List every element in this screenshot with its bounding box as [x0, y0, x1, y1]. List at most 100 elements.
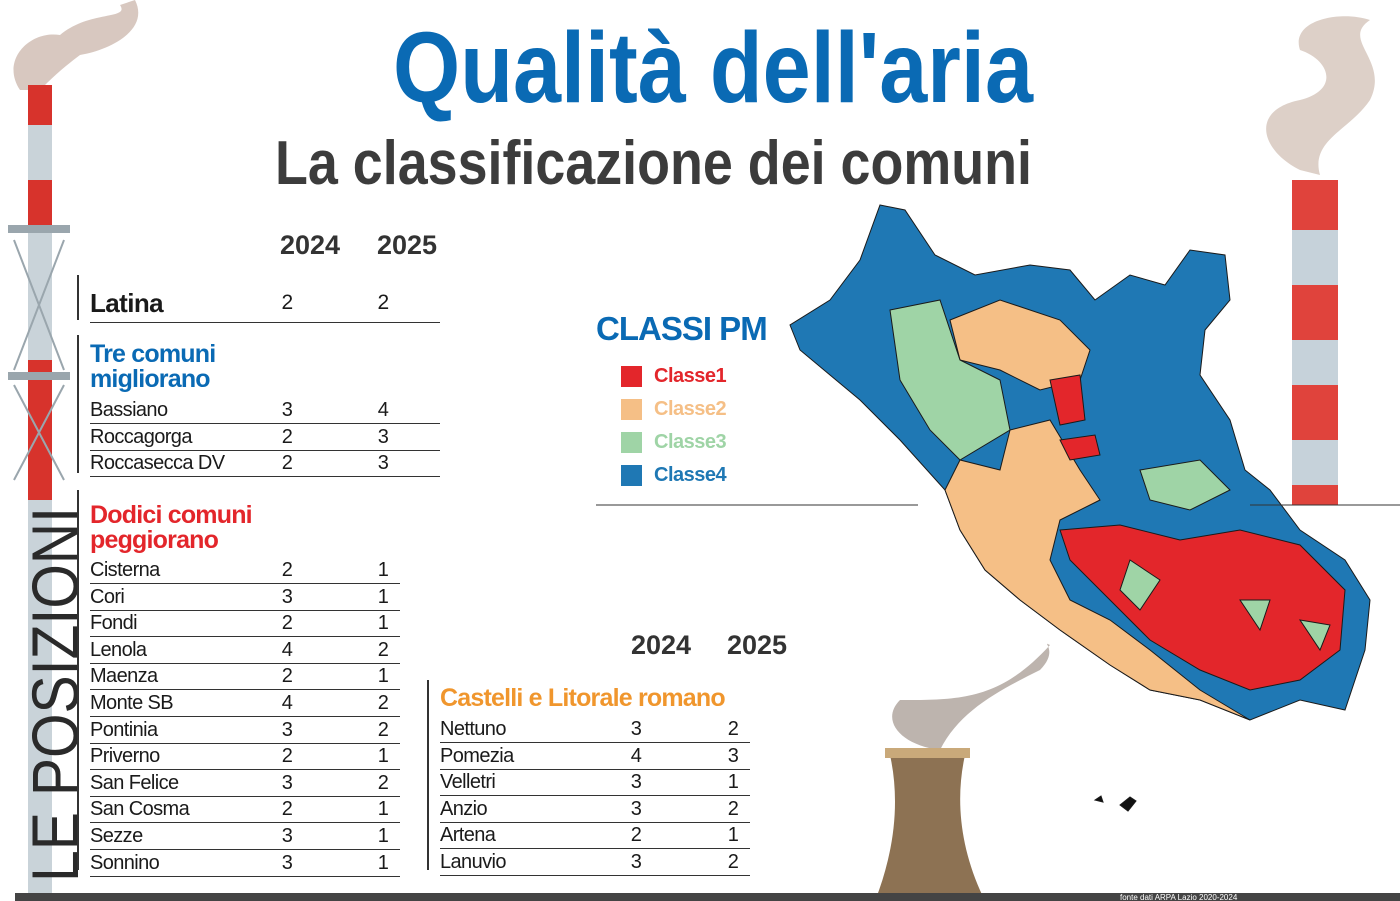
- row-value: 2: [378, 637, 389, 664]
- row-value: 1: [728, 769, 739, 796]
- row-value: 2: [282, 557, 293, 584]
- table-row: Cori 3 1: [90, 584, 400, 611]
- row-value: 1: [378, 850, 389, 877]
- map-islands: [1095, 796, 1136, 811]
- row-value: 4: [631, 743, 642, 770]
- row-value: 3: [378, 450, 389, 477]
- row-name: Artena: [440, 822, 495, 849]
- row-name: Latina: [90, 286, 163, 320]
- table-row: Sezze 3 1: [90, 823, 400, 850]
- row-value: 2: [282, 796, 293, 823]
- map: [790, 205, 1370, 811]
- table-row: San Cosma 2 1: [90, 796, 400, 823]
- chimney-stripe: [1292, 385, 1338, 440]
- row-name: Sezze: [90, 823, 143, 850]
- legend-label: Classe1: [654, 365, 726, 388]
- row-value: 2: [728, 716, 739, 743]
- row-name: Cori: [90, 584, 124, 611]
- row-value: 1: [378, 584, 389, 611]
- row-value: 1: [378, 823, 389, 850]
- row-value: 2: [378, 770, 389, 797]
- smoke: [14, 0, 139, 90]
- row-value: 2: [377, 286, 388, 320]
- row-value: 3: [282, 770, 293, 797]
- chimney-stripe: [1292, 485, 1338, 505]
- row-value: 2: [282, 663, 293, 690]
- row-value: 2: [631, 822, 642, 849]
- smoke: [892, 644, 1050, 750]
- row-name: Priverno: [90, 743, 160, 770]
- row-value: 3: [282, 397, 293, 424]
- row-value: 2: [282, 450, 293, 477]
- row-value: 4: [282, 690, 293, 717]
- row-value: 2: [281, 286, 292, 320]
- row-value: 1: [378, 743, 389, 770]
- legend-label: Classe3: [654, 431, 726, 454]
- row-name: Fondi: [90, 610, 137, 637]
- row-value: 3: [282, 584, 293, 611]
- row-value: 3: [282, 823, 293, 850]
- column-header: 2025: [727, 630, 787, 661]
- row-value: 3: [728, 743, 739, 770]
- column-header: 2025: [377, 230, 437, 261]
- legend-swatch: [621, 465, 642, 486]
- tower-rim: [885, 748, 970, 758]
- row-value: 2: [282, 424, 293, 451]
- chimney-stripe: [1292, 180, 1338, 230]
- bracket: [77, 335, 79, 473]
- row-value: 1: [378, 796, 389, 823]
- table-row: San Felice 3 2: [90, 770, 400, 797]
- row-value: 3: [631, 849, 642, 876]
- row-value: 4: [282, 637, 293, 664]
- row-value: 1: [378, 610, 389, 637]
- row-value: 2: [282, 610, 293, 637]
- table-row: Artena 2 1: [440, 822, 750, 849]
- table-row: Fondi 2 1: [90, 610, 400, 637]
- chimney-platform: [8, 372, 70, 380]
- table-row: Maenza 2 1: [90, 663, 400, 690]
- legend-swatch: [621, 366, 642, 387]
- bracket: [77, 490, 79, 870]
- row-name: Monte SB: [90, 690, 173, 717]
- row-value: 4: [378, 397, 389, 424]
- table-row: Lenola42: [90, 637, 400, 664]
- smoke: [1266, 16, 1375, 175]
- legend-swatch: [621, 432, 642, 453]
- row-name: Pomezia: [440, 743, 514, 770]
- row-name: San Felice: [90, 770, 179, 797]
- row-value: 3: [631, 796, 642, 823]
- cooling-tower: [875, 644, 1050, 901]
- row-name: Cisterna: [90, 557, 160, 584]
- legend-swatch: [621, 399, 642, 420]
- tower-body: [875, 755, 985, 901]
- group-title: Tre comuni migliorano: [90, 342, 280, 392]
- bracket: [427, 680, 429, 870]
- table-row: Monte SB 4 2: [90, 690, 400, 717]
- chimney-right: [1266, 16, 1375, 505]
- row-value: 2: [378, 690, 389, 717]
- group-title: Castelli e Litorale romano: [440, 686, 760, 711]
- row-value: 3: [378, 424, 389, 451]
- row-name: San Cosma: [90, 796, 189, 823]
- legend-label: Classe2: [654, 398, 726, 421]
- row-name: Maenza: [90, 663, 158, 690]
- row-value: 3: [282, 717, 293, 744]
- highlight-row: Latina 2 2: [90, 286, 440, 323]
- row-value: 2: [728, 849, 739, 876]
- row-name: Roccagorga: [90, 424, 192, 451]
- row-value: 1: [728, 822, 739, 849]
- table-row: Pomezia 4 3: [440, 743, 750, 770]
- row-name: Velletri: [440, 769, 495, 796]
- table-row: Anzio32: [440, 796, 750, 823]
- row-value: 3: [282, 850, 293, 877]
- row-value: 1: [378, 663, 389, 690]
- legend-label: Classe4: [654, 464, 726, 487]
- subtitle: La classificazione dei comuni: [275, 129, 1032, 198]
